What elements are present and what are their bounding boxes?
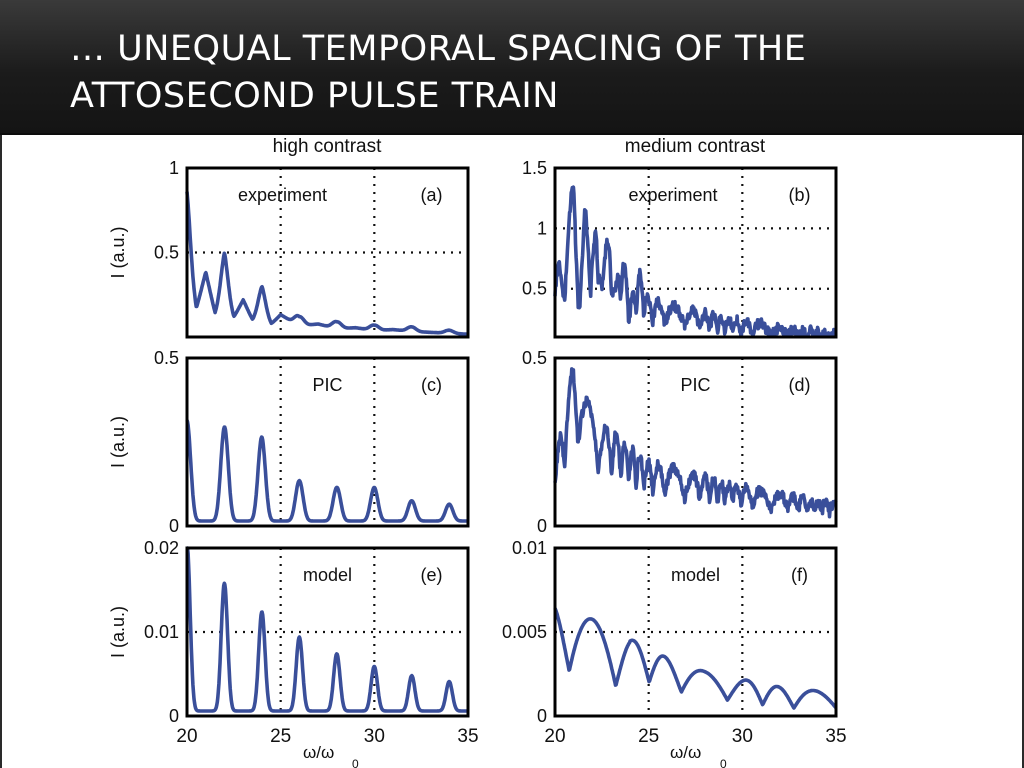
panel-b: 0.5 1 1.5 experiment (b) [522,158,838,339]
slide-title: … UNEQUAL TEMPORAL SPACING OF THE ATTOSE… [70,26,970,120]
panel-tag: (b) [788,185,810,205]
y-tick-label: 0 [169,706,179,726]
x-tick-label: 30 [732,726,753,747]
slide-frame-right [1022,135,1024,768]
slide-title-line-1: … UNEQUAL TEMPORAL SPACING OF THE [70,29,807,69]
slide-frame-left [0,135,2,768]
panel-label: model [303,565,352,585]
axes-box [553,546,838,718]
axes-box [553,356,838,528]
y-tick-label: 0.5 [522,348,547,368]
y-tick-label: 0.01 [512,538,547,558]
x-tick-label: 20 [544,726,565,747]
panel-f: 0 0.005 0.01 20 25 30 35 model (f) [502,538,847,747]
title-bar: … UNEQUAL TEMPORAL SPACING OF THE ATTOSE… [0,0,1024,135]
series-line [553,185,838,338]
slide-title-line-2: ATTOSECOND PULSE TRAIN [70,76,559,116]
y-tick-label: 0.005 [502,622,547,642]
x-tick-label: 20 [176,726,197,747]
series-line [185,191,470,336]
panel-a: 0.5 1 I (a.u.) experiment (a) [108,158,470,339]
series-line [185,546,470,713]
panel-grid: 0.5 1 I (a.u.) experiment (a) 0.5 1 1.5 experime… [108,158,847,747]
x-axis-label: ω/ω [303,743,334,762]
x-axis-title-right: ω/ω 0 [670,743,727,768]
panel-tag: (a) [420,185,442,205]
y-axis-label: I (a.u.) [108,226,128,278]
panel-c: 0 0.5 I (a.u.) PIC (c) [108,348,470,536]
y-tick-label: 0.5 [154,348,179,368]
x-tick-label: 30 [364,726,385,747]
x-axis-title-left: ω/ω 0 [303,743,359,768]
panel-label: experiment [238,185,327,205]
y-tick-label: 1 [169,158,179,178]
x-axis-label-subscript: 0 [720,757,727,768]
series-line [553,607,838,710]
x-tick-label: 35 [457,726,478,747]
panel-tag: (d) [788,375,810,395]
axes-box [185,546,470,718]
panel-tag: (c) [421,375,442,395]
panel-tag: (e) [420,565,442,585]
y-tick-label: 0 [169,516,179,536]
y-tick-label: 0 [537,706,547,726]
axes-box [553,166,838,339]
y-tick-label: 0.01 [144,622,179,642]
x-tick-label: 25 [638,726,659,747]
y-axis-label: I (a.u.) [108,416,128,468]
panel-label: model [671,565,720,585]
y-axis-label: I (a.u.) [108,606,128,658]
y-tick-label: 0 [537,516,547,536]
column-title-high-contrast: high contrast [273,136,383,157]
x-tick-label: 35 [825,726,846,747]
y-tick-label: 1 [537,218,547,238]
series-line [553,367,838,519]
series-line [185,419,470,523]
y-tick-label: 0.5 [522,279,547,299]
panel-tag: (f) [791,565,808,585]
panel-label: PIC [680,375,710,395]
y-tick-label: 0.02 [144,538,179,558]
x-axis-label: ω/ω [670,743,701,762]
x-tick-label: 25 [270,726,291,747]
column-title-medium-contrast: medium contrast [625,136,766,157]
y-tick-label: 0.5 [154,243,179,263]
axes-box [185,166,470,339]
panel-label: experiment [628,185,717,205]
x-axis-label-subscript: 0 [352,757,359,768]
panel-e: 0 0.01 0.02 20 25 30 35 I (a.u.) model (e) [108,538,479,747]
panel-label: PIC [312,375,342,395]
axes-box [185,356,470,528]
y-tick-label: 1.5 [522,158,547,178]
panel-d: 0 0.5 PIC (d) [522,348,838,536]
